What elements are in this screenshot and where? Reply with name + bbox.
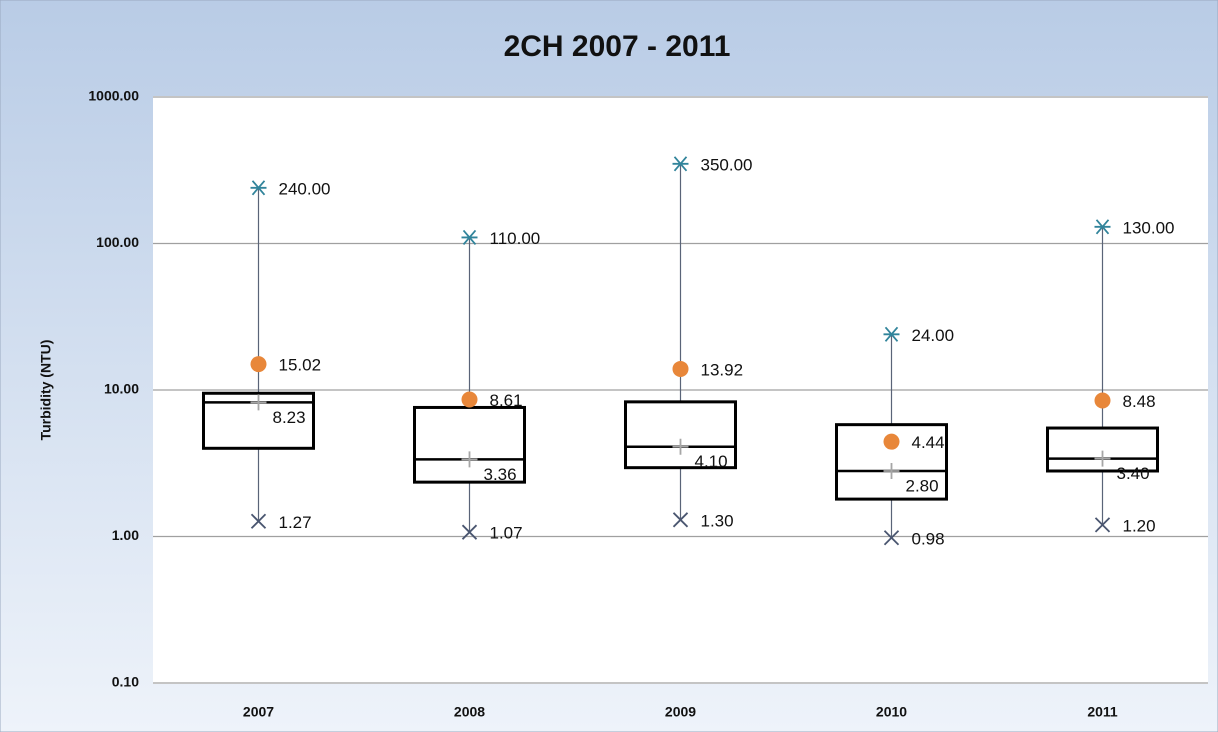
median-label: 8.23 <box>273 408 306 427</box>
y-tick-label: 100.00 <box>96 234 139 250</box>
x-tick-label: 2010 <box>876 704 907 720</box>
median-label: 4.10 <box>695 452 728 471</box>
median-label: 3.40 <box>1117 464 1150 483</box>
mean-label: 8.48 <box>1123 392 1156 411</box>
x-tick-label: 2008 <box>454 704 485 720</box>
mean-label: 13.92 <box>701 360 744 379</box>
mean-marker <box>461 391 478 408</box>
max-marker <box>883 326 900 342</box>
median-label: 2.80 <box>906 476 939 495</box>
max-label: 130.00 <box>1123 218 1175 237</box>
y-tick-label: 10.00 <box>104 381 139 397</box>
chart-title: 2CH 2007 - 2011 <box>504 30 731 63</box>
median-marker <box>250 394 267 411</box>
mean-marker <box>1094 392 1111 409</box>
max-label: 350.00 <box>701 155 753 174</box>
min-label: 1.07 <box>490 524 523 543</box>
mean-marker <box>672 360 689 377</box>
max-marker <box>250 180 267 196</box>
mean-marker <box>250 356 267 373</box>
x-tick-label: 2011 <box>1087 704 1118 720</box>
x-tick-label: 2009 <box>665 704 696 720</box>
min-label: 0.98 <box>912 529 945 548</box>
max-marker <box>461 229 478 246</box>
median-marker <box>883 462 900 479</box>
y-axis-label: Turbidity (NTU) <box>38 340 54 441</box>
y-tick-label: 0.10 <box>112 674 139 690</box>
box <box>624 400 737 470</box>
min-label: 1.30 <box>701 511 734 530</box>
y-tick-label: 1000.00 <box>88 88 139 104</box>
box <box>413 405 526 484</box>
min-marker <box>461 524 478 540</box>
mean-label: 8.61 <box>490 391 523 410</box>
max-label: 240.00 <box>279 179 331 198</box>
max-marker <box>672 156 689 172</box>
min-label: 1.20 <box>1123 516 1156 535</box>
mean-label: 15.02 <box>279 356 322 375</box>
max-label: 110.00 <box>490 229 541 248</box>
median-marker <box>461 451 478 468</box>
min-marker <box>883 530 900 546</box>
y-tick-label: 1.00 <box>112 527 139 543</box>
max-marker <box>1094 219 1111 235</box>
median-marker <box>672 438 689 455</box>
box <box>835 423 948 501</box>
mean-label: 4.44 <box>912 433 945 452</box>
x-tick-label: 2007 <box>243 704 274 720</box>
min-marker <box>1094 517 1111 533</box>
min-marker <box>250 513 267 529</box>
min-marker <box>672 512 689 528</box>
median-marker <box>1094 450 1111 467</box>
median-label: 3.36 <box>484 465 517 484</box>
min-label: 1.27 <box>279 513 312 532</box>
mean-marker <box>883 433 900 450</box>
max-label: 24.00 <box>912 326 955 345</box>
